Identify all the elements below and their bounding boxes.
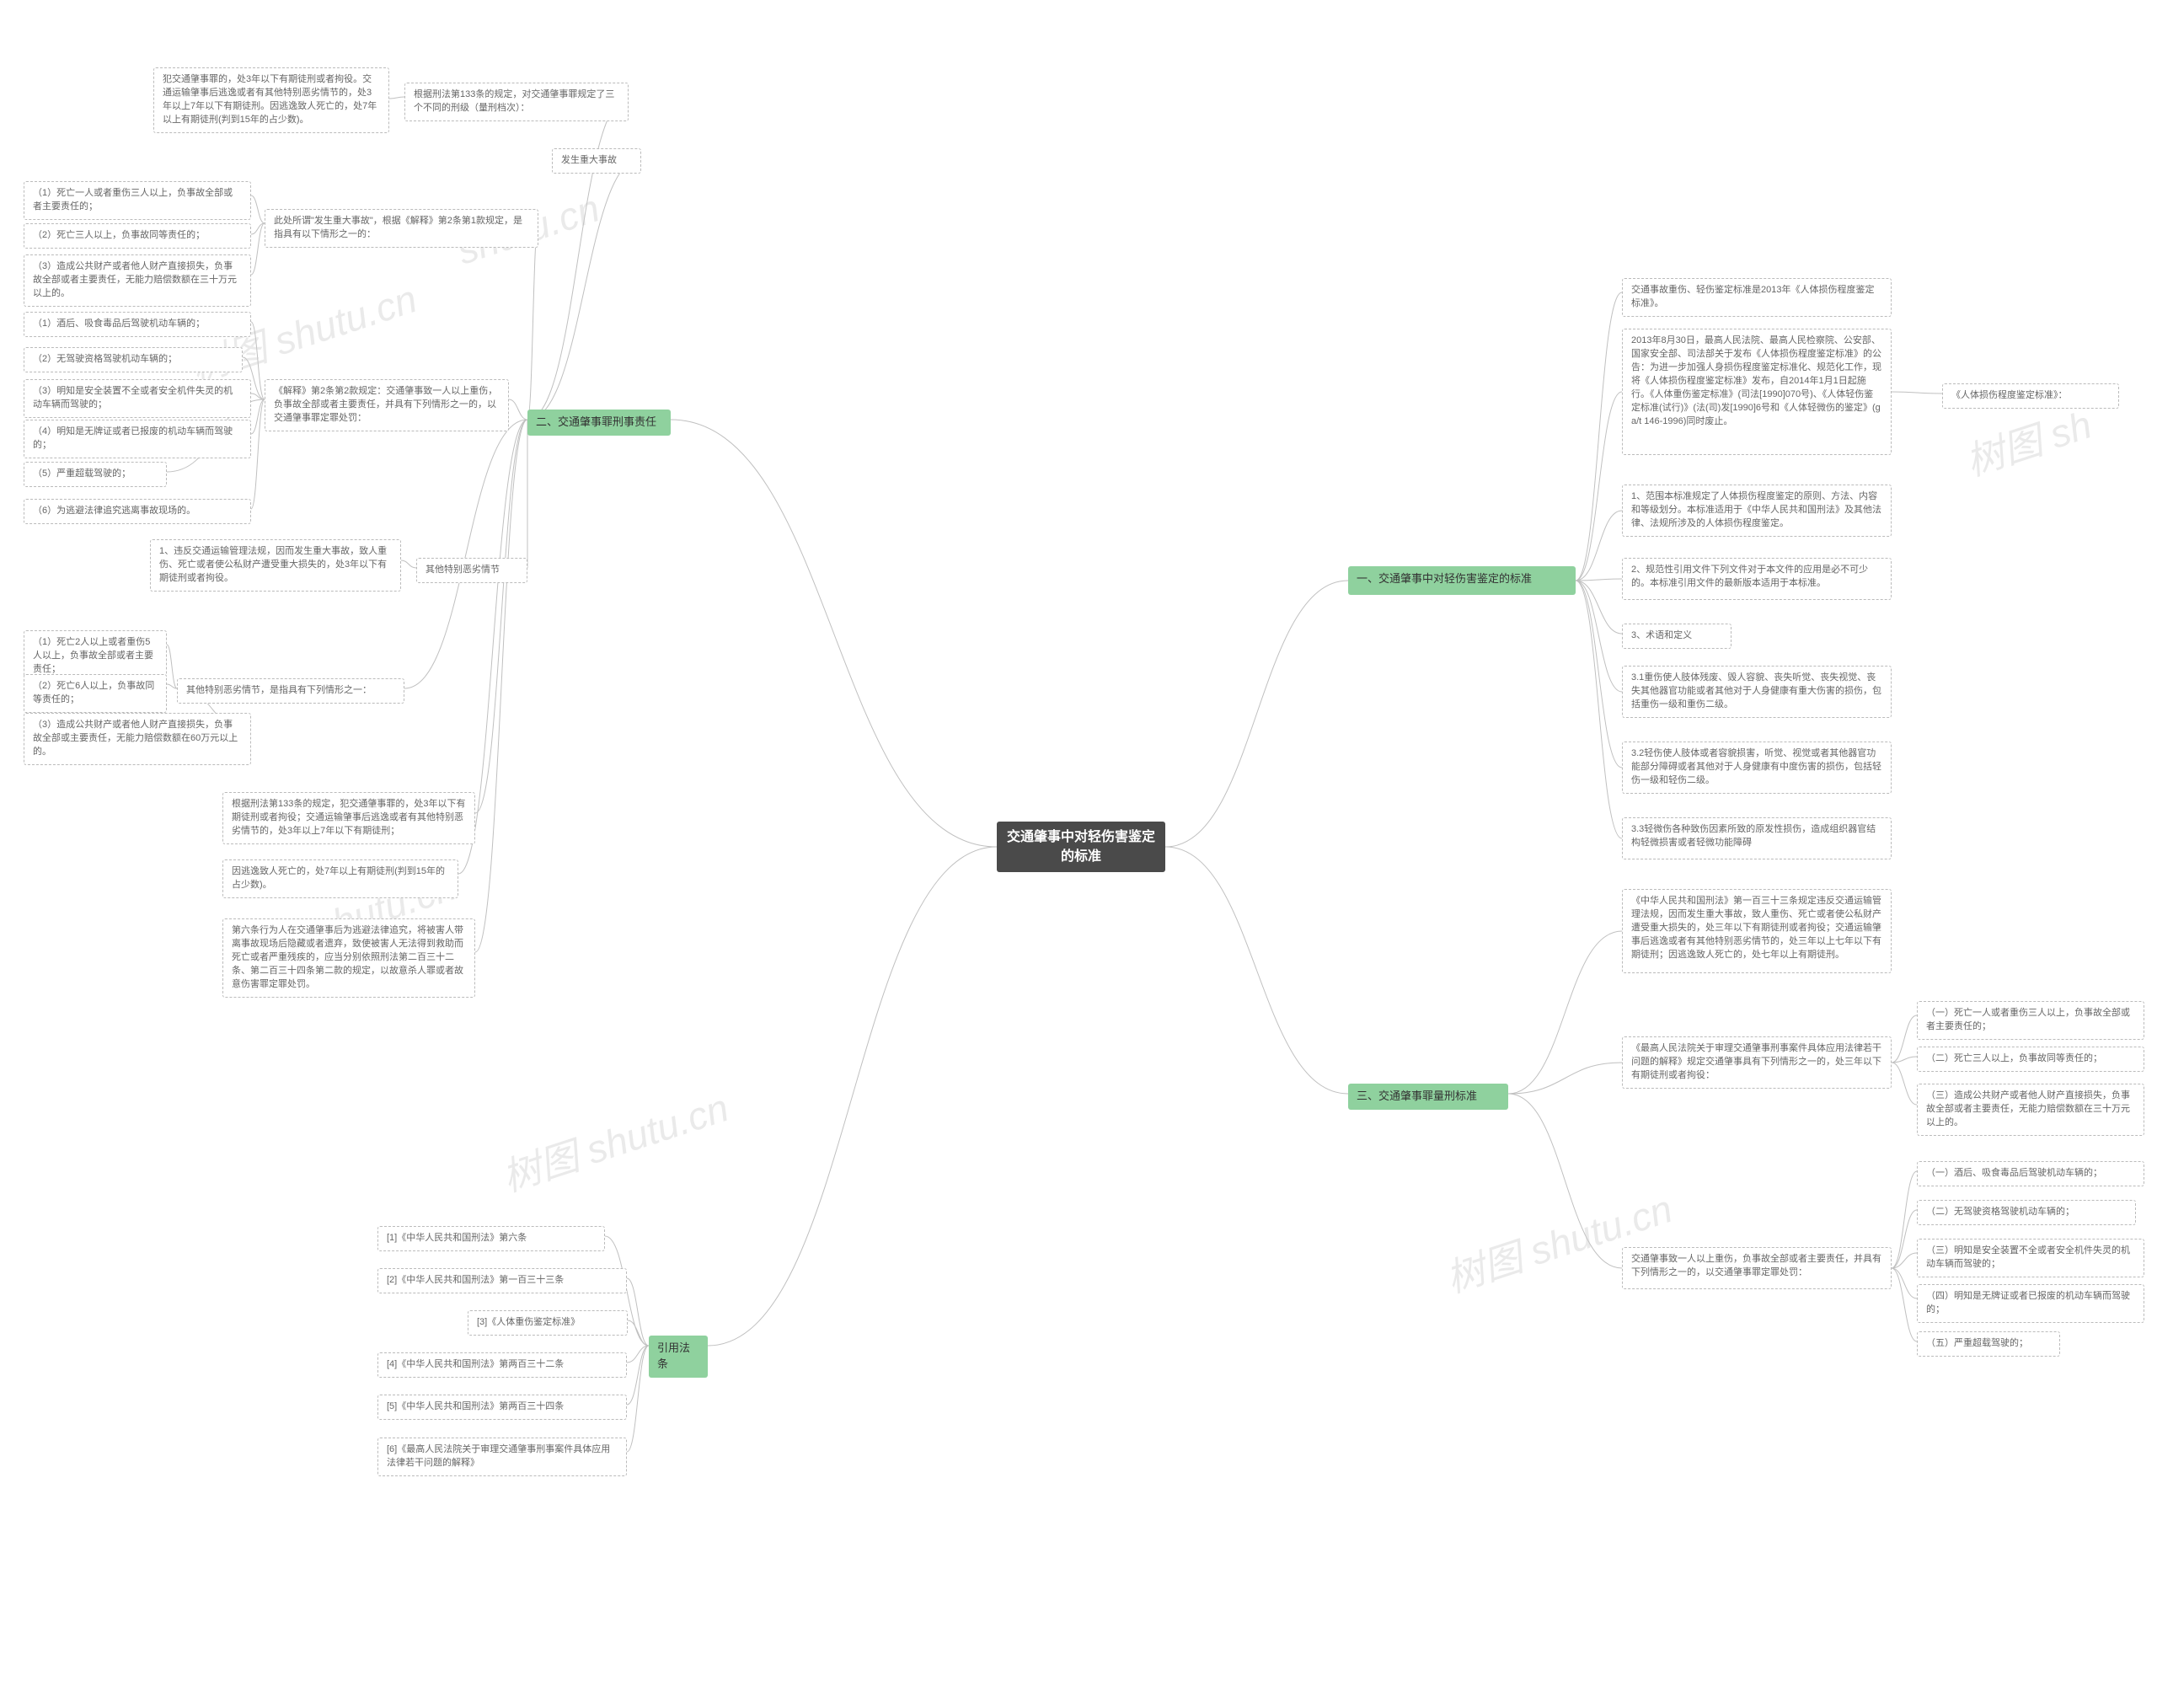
node-m1: 一、交通肇事中对轻伤害鉴定的标准 xyxy=(1348,566,1576,595)
edge xyxy=(401,560,416,568)
node-s1c: 1、范围本标准规定了人体损伤程度鉴定的原则、方法、内容和等级划分。本标准适用于《… xyxy=(1622,485,1892,537)
node-s3c4: （四）明知是无牌证或者已报废的机动车辆而驾驶的； xyxy=(1917,1284,2144,1323)
edge xyxy=(527,223,538,420)
edge xyxy=(251,223,265,275)
node-root: 交通肇事中对轻伤害鉴定的标准 xyxy=(997,822,1165,872)
node-s1e: 3、术语和定义 xyxy=(1622,624,1731,649)
edge xyxy=(1892,392,1942,394)
node-s2c: 此处所谓"发生重大事故"，根据《解释》第2条第1款规定，是指具有以下情形之一的： xyxy=(265,209,538,248)
node-s1b: 2013年8月30日，最高人民法院、最高人民检察院、公安部、国家安全部、司法部关… xyxy=(1622,329,1892,455)
edge xyxy=(1165,847,1348,1094)
edge xyxy=(1576,579,1622,581)
node-s3c2: （二）无驾驶资格驾驶机动车辆的； xyxy=(1917,1200,2136,1225)
node-s2a: 犯交通肇事罪的，处3年以下有期徒刑或者拘役。交通运输肇事后逃逸或者有其他特别恶劣… xyxy=(153,67,389,133)
edge xyxy=(1508,1063,1622,1094)
node-m2: 二、交通肇事罪刑事责任 xyxy=(527,410,671,436)
edge xyxy=(527,97,629,420)
node-s1b2: 《人体损伤程度鉴定标准》： xyxy=(1942,383,2119,409)
edge xyxy=(1508,931,1622,1094)
node-s1f: 3.1重伤使人肢体残废、毁人容貌、丧失听觉、丧失视觉、丧失其他器官功能或者其他对… xyxy=(1622,666,1892,718)
edge xyxy=(167,645,177,688)
node-s2f3: （3）造成公共财产或者他人财产直接损失，负事故全部或主要责任，无能力赔偿数额在6… xyxy=(24,713,251,765)
node-s2h: 因逃逸致人死亡的，处7年以上有期徒刑(判到15年的占少数)。 xyxy=(222,859,458,898)
edge xyxy=(1576,292,1622,581)
edge xyxy=(1892,1268,1917,1341)
edge xyxy=(1892,1268,1917,1298)
node-s2e0: 1、违反交通运输管理法规，因而发生重大事故，致人重伤、死亡或者使公私财产遭受重大… xyxy=(150,539,401,592)
edge xyxy=(527,158,641,420)
edge xyxy=(627,1278,649,1346)
node-s2d3: （3）明知是安全装置不全或者安全机件失灵的机动车辆而驾驶的； xyxy=(24,379,251,418)
node-s4e: [5]《中华人民共和国刑法》第两百三十四条 xyxy=(377,1395,627,1420)
node-s3b: 《最高人民法院关于审理交通肇事刑事案件具体应用法律若干问题的解释》规定交通肇事具… xyxy=(1622,1036,1892,1089)
node-s3b2: （二）死亡三人以上，负事故同等责任的； xyxy=(1917,1047,2144,1072)
node-s2d2: （2）无驾驶资格驾驶机动车辆的； xyxy=(24,347,243,372)
edge xyxy=(628,1320,649,1346)
node-s3a: 《中华人民共和国刑法》第一百三十三条规定违反交通运输管理法规，因而发生重大事故，… xyxy=(1622,889,1892,973)
node-s2g: 根据刑法第133条的规定，犯交通肇事罪的，处3年以下有期徒刑或者拘役；交通运输肇… xyxy=(222,792,475,844)
node-s3c: 交通肇事致一人以上重伤，负事故全部或者主要责任，并具有下列情形之一的，以交通肇事… xyxy=(1622,1247,1892,1289)
edge xyxy=(671,420,997,847)
node-s1h: 3.3轻微伤各种致伤因素所致的原发性损伤，造成组织器官结构轻微损害或者轻微功能障… xyxy=(1622,817,1892,859)
node-s2e: 其他特别恶劣情节 xyxy=(416,558,527,583)
edge xyxy=(1165,581,1348,847)
edge xyxy=(251,322,265,399)
node-m4: 引用法条 xyxy=(649,1336,708,1378)
node-s2c2: （2）死亡三人以上，负事故同等责任的； xyxy=(24,223,251,249)
node-s4a: [1]《中华人民共和国刑法》第六条 xyxy=(377,1226,605,1251)
edge xyxy=(1892,1057,1917,1063)
node-s2d: 《解释》第2条第2款规定：交通肇事致一人以上重伤，负事故全部或者主要责任，并具有… xyxy=(265,379,509,431)
node-s2d6: （6）为逃避法律追究逃离事故现场的。 xyxy=(24,499,251,524)
node-s2i: 第六条行为人在交通肇事后为逃避法律追究，将被害人带离事故现场后隐藏或者遗弃，致使… xyxy=(222,918,475,998)
node-s1g: 3.2轻伤使人肢体或者容貌损害，听觉、视觉或者其他器官功能部分障碍或者其他对于人… xyxy=(1622,742,1892,794)
node-s4d: [4]《中华人民共和国刑法》第两百三十二条 xyxy=(377,1352,627,1378)
node-s3b1: （一）死亡一人或者重伤三人以上，负事故全部或者主要责任的； xyxy=(1917,1001,2144,1040)
node-s2a2: 根据刑法第133条的规定，对交通肇事罪规定了三个不同的刑级（量刑档次）： xyxy=(404,83,629,121)
edge xyxy=(1576,581,1622,838)
edge xyxy=(1892,1063,1917,1105)
edge xyxy=(475,420,527,813)
node-s1a: 交通事故重伤、轻伤鉴定标准是2013年《人体损伤程度鉴定标准》。 xyxy=(1622,278,1892,317)
node-s2d1: （1）酒后、吸食毒品后驾驶机动车辆的； xyxy=(24,312,251,337)
node-s2b: 发生重大事故 xyxy=(552,148,641,174)
edge xyxy=(1576,581,1622,768)
node-s1d: 2、规范性引用文件下列文件对于本文件的应用是必不可少的。本标准引用文件的最新版本… xyxy=(1622,558,1892,600)
edge xyxy=(708,847,997,1346)
node-s4b: [2]《中华人民共和国刑法》第一百三十三条 xyxy=(377,1268,627,1293)
edge xyxy=(251,195,265,223)
edge xyxy=(404,420,527,688)
edge xyxy=(475,420,527,952)
node-s3b3: （三）造成公共财产或者他人财产直接损失，负事故全部或者主要责任，无能力赔偿数额在… xyxy=(1917,1084,2144,1136)
node-m3: 三、交通肇事罪量刑标准 xyxy=(1348,1084,1508,1110)
edge xyxy=(1576,581,1622,634)
node-s2d5: （5）严重超载驾驶的； xyxy=(24,462,167,487)
node-s2f: 其他特别恶劣情节，是指具有下列情形之一： xyxy=(177,678,404,704)
edge xyxy=(509,399,527,420)
node-s4f: [6]《最高人民法院关于审理交通肇事刑事案件具体应用法律若干问题的解释》 xyxy=(377,1438,627,1476)
edge xyxy=(389,97,404,99)
node-s3c5: （五）严重超载驾驶的； xyxy=(1917,1331,2060,1357)
node-s4c: [3]《人体重伤鉴定标准》 xyxy=(468,1310,628,1336)
edge xyxy=(1892,1015,1917,1063)
node-s3c3: （三）明知是安全装置不全或者安全机件失灵的机动车辆而驾驶的； xyxy=(1917,1239,2144,1277)
node-s3c1: （一）酒后、吸食毒品后驾驶机动车辆的； xyxy=(1917,1161,2144,1186)
edge xyxy=(1508,1094,1622,1268)
node-s2c1: （1）死亡一人或者重伤三人以上，负事故全部或者主要责任的； xyxy=(24,181,251,220)
node-s2f2: （2）死亡6人以上，负事故同等责任的； xyxy=(24,674,167,713)
node-s2c3: （3）造成公共财产或者他人财产直接损失，负事故全部或者主要责任，无能力赔偿数额在… xyxy=(24,254,251,307)
node-s2d4: （4）明知是无牌证或者已报废的机动车辆而驾驶的； xyxy=(24,420,251,458)
edge xyxy=(1576,392,1622,581)
